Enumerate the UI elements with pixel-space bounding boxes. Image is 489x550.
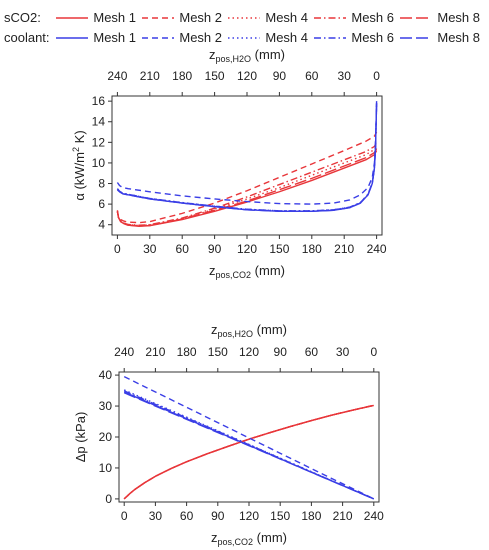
series-line-sco2-dotdash (116, 142, 378, 226)
legend-entry-label: Mesh 8 (437, 30, 480, 45)
x2-tick-label: 180 (177, 345, 197, 359)
series-line-sco2-dashed (116, 131, 378, 224)
y-tick-label: 4 (98, 218, 105, 232)
legend-entry-label: Mesh 2 (179, 10, 222, 25)
legend-row-label: sCO2: (4, 10, 41, 25)
series-line-coolant-dotdash (116, 103, 378, 212)
x-tick-label: 120 (237, 242, 257, 256)
x-tick-label: 0 (114, 242, 121, 256)
series-line-sco2-dotdash (123, 404, 374, 500)
x2-tick-label: 210 (145, 345, 165, 359)
legend-entry-label: Mesh 1 (93, 10, 136, 25)
x-tick-label: 120 (239, 509, 259, 523)
x-tick-label: 30 (149, 509, 163, 523)
legend-entry-label: Mesh 6 (351, 10, 394, 25)
x-tick-label: 210 (334, 242, 354, 256)
y-tick-label: 16 (92, 94, 106, 108)
y-tick-label: 40 (99, 368, 113, 382)
y-tick-label: 10 (92, 156, 106, 170)
x2-tick-label: 30 (336, 345, 350, 359)
x2-tick-label: 30 (338, 69, 352, 83)
y-tick-label: 0 (105, 492, 112, 506)
series-line-sco2-dashed (123, 404, 374, 500)
x-tick-label: 0 (121, 509, 128, 523)
legend: sCO2: Mesh 1 Mesh 2 Mesh 4 Mesh 6 Mesh 8 coola… (4, 10, 480, 45)
x-tick-label: 60 (176, 242, 190, 256)
x-tick-label: 240 (364, 509, 384, 523)
x2-tick-label: 240 (107, 69, 127, 83)
series-line-sco2-longdash (123, 404, 374, 500)
legend-entry-label: Mesh 4 (265, 30, 308, 45)
x2-tick-label: 60 (305, 69, 319, 83)
y-tick-label: 12 (92, 135, 106, 149)
series-line-coolant-longdash (116, 103, 378, 213)
x-tick-label: 90 (211, 509, 225, 523)
x-tick-label: 210 (333, 509, 353, 523)
y-tick-label: 30 (99, 399, 113, 413)
y-axis-label: α (kW/m2 K) (71, 130, 87, 200)
x2-axis-label: zpos,H2O (mm) (211, 322, 287, 339)
x-tick-label: 90 (208, 242, 222, 256)
pressure-drop-chart: 0 30 60 90 120 150 180 210 240 240 210 180 150 120 90 6… (73, 322, 384, 547)
series-line-sco2-dotted (123, 404, 374, 500)
legend-entry-label: Mesh 1 (93, 30, 136, 45)
y-tick-label: 10 (99, 461, 113, 475)
series-line-coolant-solid (116, 103, 378, 213)
series-line-coolant-dotdash (123, 390, 375, 500)
x2-axis-label: zpos,H2O (mm) (209, 47, 285, 64)
series-line-coolant-dashed (123, 376, 375, 500)
y-axis-label: Δp (kPa) (73, 412, 88, 463)
series-group (116, 101, 378, 227)
y-tick-label: 8 (98, 177, 105, 191)
series-line-coolant-dashed (116, 101, 378, 205)
x2-tick-label: 0 (370, 345, 377, 359)
plot-frame (111, 95, 383, 236)
legend-entry-label: Mesh 2 (179, 30, 222, 45)
series-group (123, 376, 375, 500)
x2-tick-label: 120 (239, 345, 259, 359)
series-line-sco2-longdash (116, 148, 378, 227)
legend-entry-label: Mesh 4 (265, 10, 308, 25)
x-tick-label: 60 (180, 509, 194, 523)
x-tick-label: 180 (302, 242, 322, 256)
legend-entry-label: Mesh 6 (351, 30, 394, 45)
x2-tick-label: 120 (237, 69, 257, 83)
x-axis-label: zpos,CO2 (mm) (209, 263, 285, 280)
y-tick-label: 14 (92, 115, 106, 129)
y-tick-label: 20 (99, 430, 113, 444)
series-line-sco2-dotted (116, 146, 378, 227)
series-line-sco2-solid (116, 150, 378, 227)
x-tick-label: 150 (269, 242, 289, 256)
series-line-sco2-solid (123, 404, 374, 500)
x-tick-label: 240 (367, 242, 387, 256)
series-line-coolant-longdash (123, 392, 375, 500)
x2-tick-label: 210 (140, 69, 160, 83)
legend-entry-label: Mesh 8 (437, 10, 480, 25)
x2-tick-label: 90 (273, 69, 287, 83)
x2-tick-label: 240 (114, 345, 134, 359)
x-tick-label: 150 (270, 509, 290, 523)
x2-tick-label: 90 (274, 345, 288, 359)
x2-tick-label: 60 (305, 345, 319, 359)
series-line-coolant-dotted (116, 103, 378, 212)
x2-tick-label: 180 (172, 69, 192, 83)
x2-tick-label: 0 (373, 69, 380, 83)
y-tick-label: 6 (98, 197, 105, 211)
x2-tick-label: 150 (205, 69, 225, 83)
legend-row-label: coolant: (4, 30, 50, 45)
x-axis-label: zpos,CO2 (mm) (211, 530, 287, 547)
x-tick-label: 180 (301, 509, 321, 523)
x2-tick-label: 150 (208, 345, 228, 359)
x-tick-label: 30 (143, 242, 157, 256)
